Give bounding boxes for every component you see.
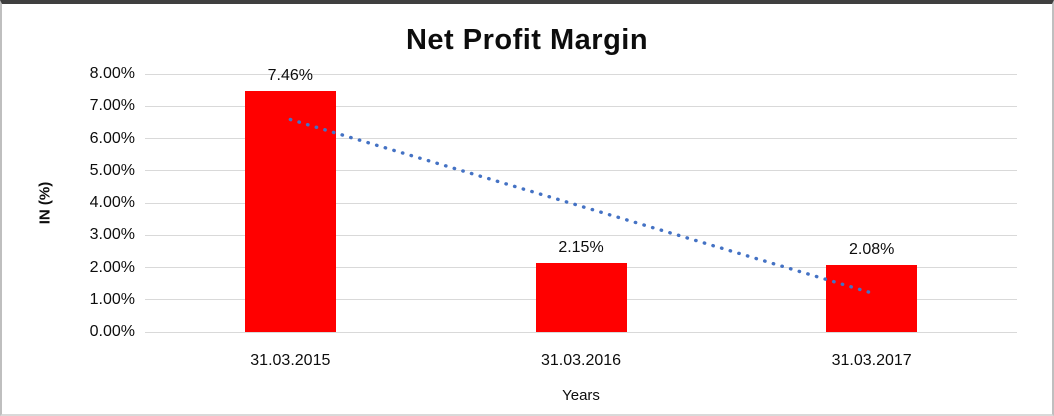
gridline <box>145 138 1017 139</box>
x-tick-label: 31.03.2015 <box>250 352 331 369</box>
y-axis-title: IN (%) <box>36 181 54 225</box>
y-tick-label: 4.00% <box>89 194 135 211</box>
bar-value-label: 7.46% <box>267 67 314 85</box>
y-tick-label: 0.00% <box>89 323 135 340</box>
bar-31.03.2015 <box>244 91 336 332</box>
gridline <box>145 105 1017 107</box>
gridline <box>145 331 1017 333</box>
y-tick-label: 5.00% <box>89 161 135 179</box>
bar-31.03.2017 <box>826 264 918 332</box>
trendline <box>288 117 874 295</box>
chart-title: Net Profit Margin <box>405 24 649 56</box>
y-tick-label: 8.00% <box>89 65 135 82</box>
bar-31.03.2016 <box>535 262 627 332</box>
y-tick-label: 3.00% <box>89 226 135 244</box>
y-tick-label: 7.00% <box>89 97 135 115</box>
gridline <box>145 73 1017 75</box>
x-tick-label: 31.03.2016 <box>540 352 622 369</box>
gridline <box>145 170 1017 172</box>
x-axis-title: Years <box>562 387 600 404</box>
y-tick-label: 1.00% <box>89 290 135 308</box>
gridline <box>145 234 1017 236</box>
gridline <box>145 202 1017 204</box>
bar-value-label: 2.08% <box>848 240 895 258</box>
x-tick-label: 31.03.2017 <box>831 352 912 369</box>
bar-value-label: 2.15% <box>558 238 604 256</box>
plot-area: 7.46% 2.15% 2.08% <box>145 67 1017 333</box>
y-tick-label: 2.00% <box>89 258 135 276</box>
y-tick-label: 6.00% <box>89 129 135 147</box>
